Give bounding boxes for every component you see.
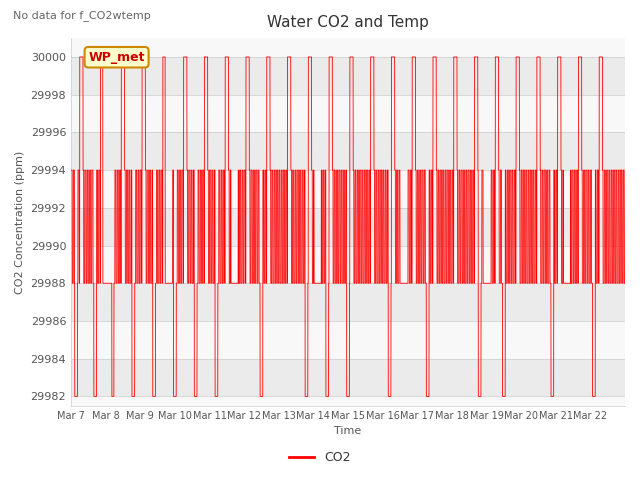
CO2 — [300, 280, 308, 286]
CO2 — [621, 167, 629, 173]
CO2 — [67, 167, 75, 173]
Legend: CO2: CO2 — [284, 446, 356, 469]
Bar — [71, 132, 625, 170]
X-axis label: Time: Time — [334, 426, 362, 436]
Y-axis label: CO2 Concentration (ppm): CO2 Concentration (ppm) — [15, 150, 25, 294]
CO2 — [577, 54, 584, 60]
Text: No data for f_CO2wtemp: No data for f_CO2wtemp — [13, 10, 150, 21]
CO2 — [71, 394, 79, 399]
Line: CO2: CO2 — [71, 57, 625, 396]
Bar — [71, 321, 625, 359]
Bar — [71, 208, 625, 245]
Text: WP_met: WP_met — [88, 51, 145, 64]
Bar — [71, 57, 625, 95]
Bar — [71, 95, 625, 132]
Bar — [71, 170, 625, 208]
CO2 — [604, 280, 612, 286]
CO2 — [470, 167, 477, 173]
Bar — [71, 283, 625, 321]
Bar — [71, 359, 625, 396]
CO2 — [305, 54, 312, 60]
CO2 — [76, 54, 84, 60]
Title: Water CO2 and Temp: Water CO2 and Temp — [267, 15, 429, 30]
CO2 — [331, 167, 339, 173]
Bar — [71, 245, 625, 283]
